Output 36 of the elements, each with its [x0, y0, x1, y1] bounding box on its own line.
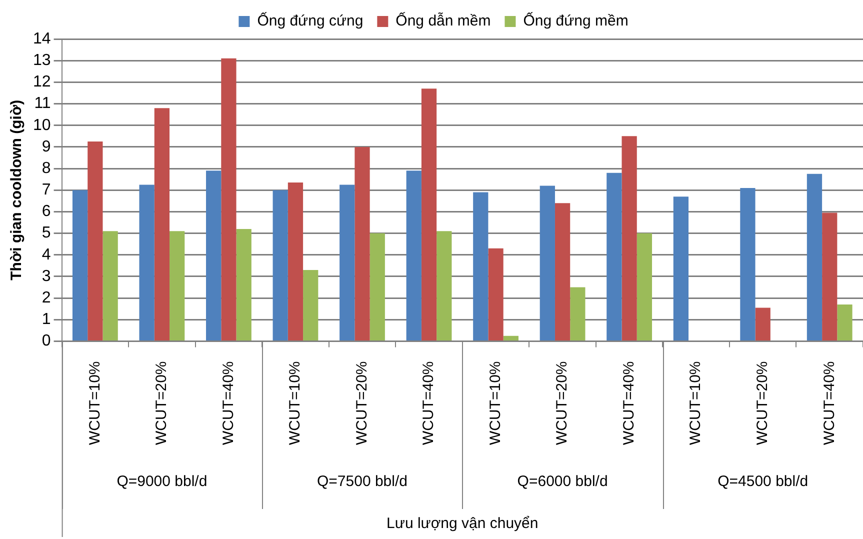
legend-label: Ống đứng cứng — [257, 12, 364, 30]
y-axis-title: Thời gian cooldown (giờ) — [8, 100, 26, 280]
y-tick-label: 13 — [33, 52, 51, 69]
text: Q=7500 bbl/d — [317, 473, 408, 490]
y-tick-label: 10 — [33, 116, 51, 134]
x-tick-label: WCUT=10% — [286, 361, 304, 446]
x-tick-label: WCUT=10% — [486, 361, 504, 446]
y-tick-label: 9 — [42, 138, 51, 156]
y-tick-label: 14 — [33, 30, 51, 48]
y-tick-label: 0 — [42, 332, 51, 350]
x-axis-title: Lưu lượng vận chuyển — [386, 515, 538, 532]
x-tick-label: WCUT=40% — [620, 361, 638, 446]
x-tick-label: WCUT=20% — [754, 361, 771, 446]
y-tick-label: 4 — [42, 246, 51, 264]
x-tick-label: WCUT=40% — [820, 361, 838, 446]
legend-label: Ống dẫn mềm — [396, 12, 491, 30]
y-tick-label: 11 — [34, 95, 51, 112]
y-tick-label: 1 — [42, 311, 51, 328]
x-tick-label: WCUT=40% — [220, 361, 237, 446]
x-tick-label: WCUT=10% — [86, 361, 104, 446]
y-tick-label: 7 — [42, 182, 51, 199]
x-tick-label: WCUT=10% — [687, 361, 704, 446]
x-tick-label: WCUT=40% — [420, 361, 438, 446]
x-tick-label: WCUT=20% — [153, 361, 170, 446]
legend-label: Ống đứng mềm — [523, 12, 628, 30]
y-tick-label: 12 — [33, 74, 51, 91]
y-tick-label: 3 — [42, 268, 51, 285]
y-tick-label: 5 — [42, 224, 51, 242]
text: Q=6000 bbl/d — [517, 473, 608, 490]
text: Q=9000 bbl/d — [116, 473, 208, 490]
y-tick-label: 2 — [42, 289, 51, 306]
y-tick-label: 8 — [42, 160, 51, 177]
y-tick-label: 6 — [42, 203, 51, 220]
x-tick-label: WCUT=20% — [554, 361, 571, 446]
x-tick-label: WCUT=20% — [353, 361, 370, 446]
text: Q=4500 bbl/d — [718, 473, 808, 490]
